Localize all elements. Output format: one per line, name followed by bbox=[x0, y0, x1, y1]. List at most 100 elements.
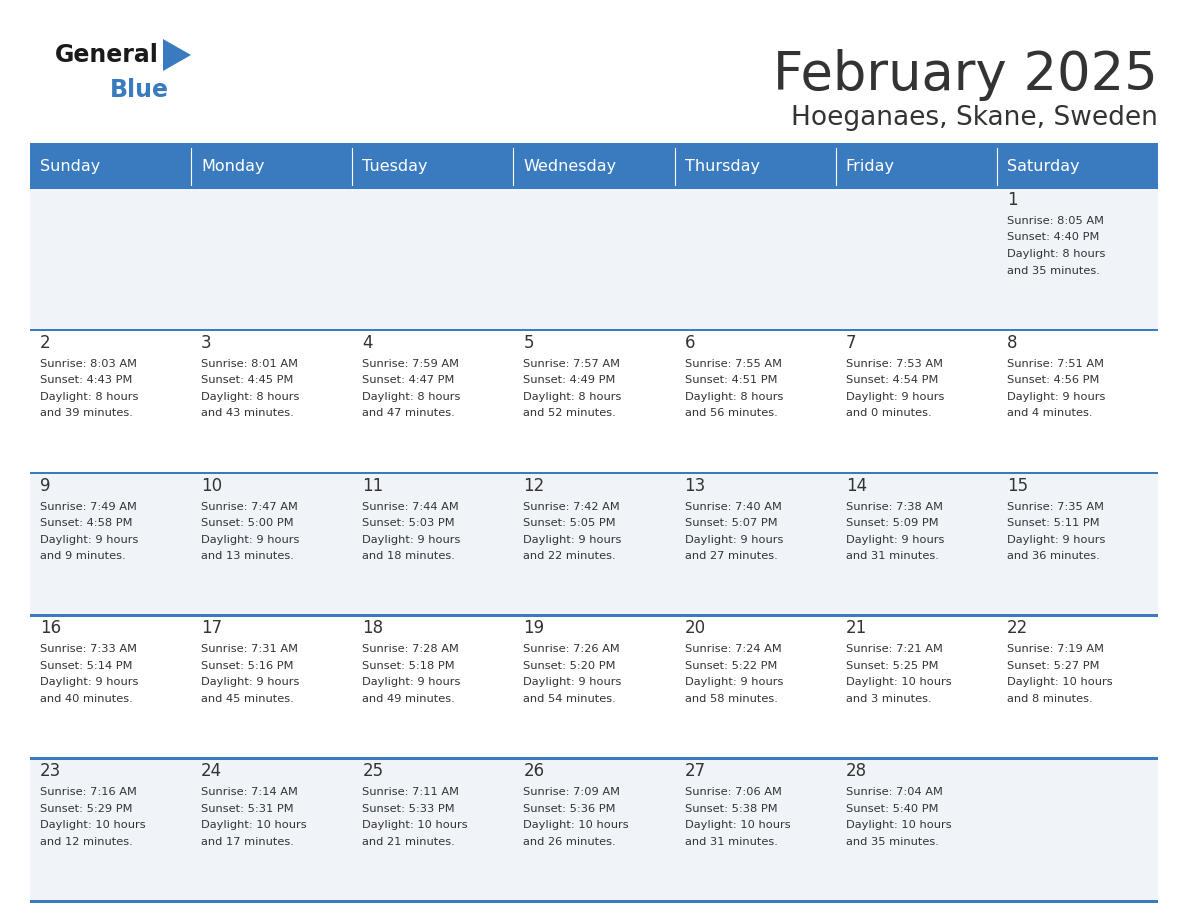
Bar bbox=[675, 472, 835, 614]
Text: Sunset: 5:29 PM: Sunset: 5:29 PM bbox=[40, 803, 133, 813]
Text: Daylight: 8 hours: Daylight: 8 hours bbox=[1007, 249, 1105, 259]
Text: Sunrise: 7:59 AM: Sunrise: 7:59 AM bbox=[362, 359, 460, 369]
Text: Sunset: 4:43 PM: Sunset: 4:43 PM bbox=[40, 375, 132, 386]
Bar bbox=[675, 757, 835, 900]
Text: 25: 25 bbox=[362, 762, 384, 780]
Text: Sunrise: 7:57 AM: Sunrise: 7:57 AM bbox=[524, 359, 620, 369]
Text: 13: 13 bbox=[684, 476, 706, 495]
Text: Daylight: 9 hours: Daylight: 9 hours bbox=[362, 677, 461, 688]
Text: Sunrise: 7:24 AM: Sunrise: 7:24 AM bbox=[684, 644, 782, 655]
Text: Monday: Monday bbox=[201, 160, 265, 174]
Text: February 2025: February 2025 bbox=[773, 49, 1158, 101]
Text: Sunset: 4:56 PM: Sunset: 4:56 PM bbox=[1007, 375, 1099, 386]
Text: 16: 16 bbox=[40, 620, 61, 637]
Bar bbox=[30, 472, 1158, 474]
Text: 6: 6 bbox=[684, 334, 695, 352]
Text: Sunrise: 7:49 AM: Sunrise: 7:49 AM bbox=[40, 501, 137, 511]
Text: Daylight: 9 hours: Daylight: 9 hours bbox=[201, 534, 299, 544]
Text: 24: 24 bbox=[201, 762, 222, 780]
Bar bbox=[30, 186, 191, 329]
Bar bbox=[191, 186, 353, 329]
Text: Daylight: 9 hours: Daylight: 9 hours bbox=[40, 534, 138, 544]
Text: Sunset: 4:40 PM: Sunset: 4:40 PM bbox=[1007, 232, 1099, 242]
Text: and 31 minutes.: and 31 minutes. bbox=[846, 551, 939, 561]
Text: 28: 28 bbox=[846, 762, 867, 780]
Text: 3: 3 bbox=[201, 334, 211, 352]
Text: Sunset: 5:22 PM: Sunset: 5:22 PM bbox=[684, 661, 777, 671]
Bar bbox=[353, 614, 513, 757]
Text: Wednesday: Wednesday bbox=[524, 160, 617, 174]
Text: and 36 minutes.: and 36 minutes. bbox=[1007, 551, 1100, 561]
Text: and 18 minutes.: and 18 minutes. bbox=[362, 551, 455, 561]
Text: 11: 11 bbox=[362, 476, 384, 495]
Text: Sunset: 5:38 PM: Sunset: 5:38 PM bbox=[684, 803, 777, 813]
Text: Sunset: 5:05 PM: Sunset: 5:05 PM bbox=[524, 518, 617, 528]
Bar bbox=[30, 143, 1158, 148]
Text: Daylight: 10 hours: Daylight: 10 hours bbox=[1007, 677, 1112, 688]
Text: and 35 minutes.: and 35 minutes. bbox=[846, 836, 939, 846]
Text: Sunrise: 7:21 AM: Sunrise: 7:21 AM bbox=[846, 644, 942, 655]
Text: Daylight: 10 hours: Daylight: 10 hours bbox=[201, 820, 307, 830]
Text: Daylight: 8 hours: Daylight: 8 hours bbox=[40, 392, 138, 402]
Text: and 26 minutes.: and 26 minutes. bbox=[524, 836, 617, 846]
Bar bbox=[30, 757, 1158, 760]
Text: 21: 21 bbox=[846, 620, 867, 637]
Bar bbox=[997, 186, 1158, 329]
Text: 10: 10 bbox=[201, 476, 222, 495]
Text: and 52 minutes.: and 52 minutes. bbox=[524, 409, 617, 419]
Text: Sunset: 5:09 PM: Sunset: 5:09 PM bbox=[846, 518, 939, 528]
Text: Hoeganaes, Skane, Sweden: Hoeganaes, Skane, Sweden bbox=[791, 105, 1158, 131]
Text: Daylight: 8 hours: Daylight: 8 hours bbox=[201, 392, 299, 402]
Bar bbox=[513, 329, 675, 472]
Text: 9: 9 bbox=[40, 476, 51, 495]
Text: and 0 minutes.: and 0 minutes. bbox=[846, 409, 931, 419]
Text: General: General bbox=[55, 43, 159, 67]
Text: 4: 4 bbox=[362, 334, 373, 352]
Text: 5: 5 bbox=[524, 334, 533, 352]
Text: Sunrise: 7:11 AM: Sunrise: 7:11 AM bbox=[362, 788, 460, 797]
Text: Sunset: 5:40 PM: Sunset: 5:40 PM bbox=[846, 803, 939, 813]
Text: and 45 minutes.: and 45 minutes. bbox=[201, 694, 293, 704]
Bar bbox=[30, 329, 1158, 331]
Text: Daylight: 9 hours: Daylight: 9 hours bbox=[524, 677, 621, 688]
Text: Sunset: 5:14 PM: Sunset: 5:14 PM bbox=[40, 661, 133, 671]
Bar bbox=[835, 614, 997, 757]
Bar bbox=[30, 186, 1158, 188]
Text: Sunrise: 7:51 AM: Sunrise: 7:51 AM bbox=[1007, 359, 1104, 369]
Bar bbox=[675, 614, 835, 757]
Bar bbox=[835, 148, 997, 186]
Text: Sunrise: 7:55 AM: Sunrise: 7:55 AM bbox=[684, 359, 782, 369]
Bar bbox=[513, 148, 675, 186]
Text: Sunset: 5:36 PM: Sunset: 5:36 PM bbox=[524, 803, 615, 813]
Text: Sunset: 5:25 PM: Sunset: 5:25 PM bbox=[846, 661, 939, 671]
Text: 20: 20 bbox=[684, 620, 706, 637]
Polygon shape bbox=[163, 39, 191, 71]
Bar bbox=[835, 329, 997, 472]
Text: Friday: Friday bbox=[846, 160, 895, 174]
Bar bbox=[997, 757, 1158, 900]
Text: Sunrise: 7:31 AM: Sunrise: 7:31 AM bbox=[201, 644, 298, 655]
Text: and 8 minutes.: and 8 minutes. bbox=[1007, 694, 1093, 704]
Bar bbox=[997, 472, 1158, 614]
Text: Sunset: 5:03 PM: Sunset: 5:03 PM bbox=[362, 518, 455, 528]
Text: Daylight: 8 hours: Daylight: 8 hours bbox=[684, 392, 783, 402]
Bar bbox=[30, 329, 191, 472]
Text: 27: 27 bbox=[684, 762, 706, 780]
Text: Sunrise: 8:05 AM: Sunrise: 8:05 AM bbox=[1007, 216, 1104, 226]
Text: Sunrise: 7:35 AM: Sunrise: 7:35 AM bbox=[1007, 501, 1104, 511]
Text: Tuesday: Tuesday bbox=[362, 160, 428, 174]
Bar bbox=[353, 472, 513, 614]
Bar bbox=[30, 900, 1158, 902]
Text: and 4 minutes.: and 4 minutes. bbox=[1007, 409, 1092, 419]
Text: Sunset: 5:16 PM: Sunset: 5:16 PM bbox=[201, 661, 293, 671]
Text: 1: 1 bbox=[1007, 191, 1017, 209]
Text: Daylight: 9 hours: Daylight: 9 hours bbox=[846, 534, 944, 544]
Text: Sunrise: 7:44 AM: Sunrise: 7:44 AM bbox=[362, 501, 459, 511]
Text: Sunrise: 7:19 AM: Sunrise: 7:19 AM bbox=[1007, 644, 1104, 655]
Bar bbox=[513, 186, 675, 329]
Bar bbox=[353, 329, 513, 472]
Text: Sunrise: 7:16 AM: Sunrise: 7:16 AM bbox=[40, 788, 137, 797]
Text: and 49 minutes.: and 49 minutes. bbox=[362, 694, 455, 704]
Text: Sunset: 5:00 PM: Sunset: 5:00 PM bbox=[201, 518, 293, 528]
Text: and 21 minutes.: and 21 minutes. bbox=[362, 836, 455, 846]
